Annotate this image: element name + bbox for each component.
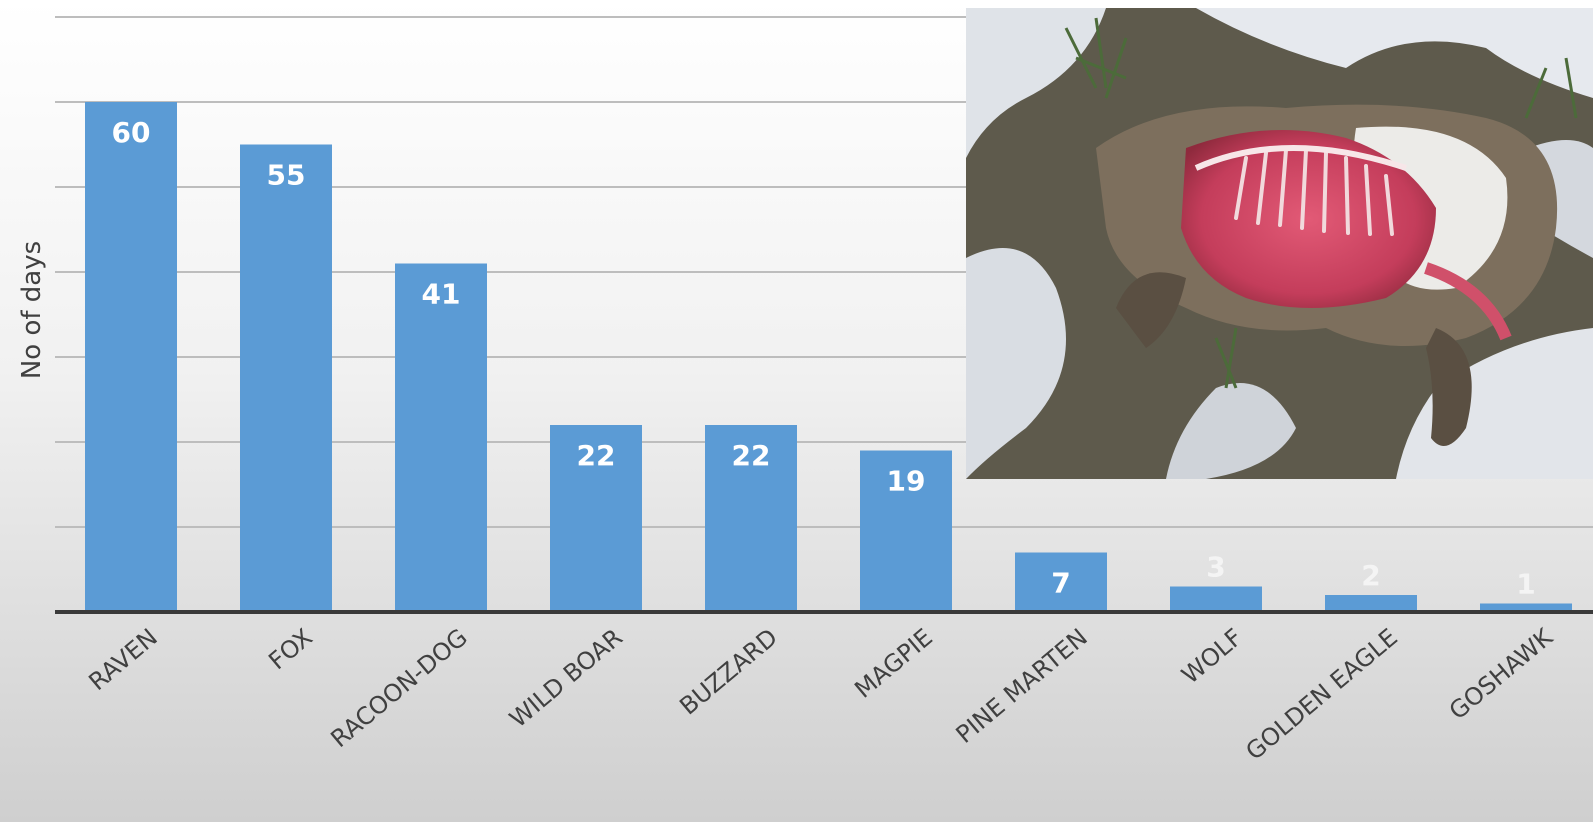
data-label: 2: [1361, 559, 1380, 592]
x-tick-label: MAGPIE: [849, 623, 937, 704]
bar-golden-eagle: [1325, 595, 1417, 612]
bar-buzzard: [705, 425, 797, 612]
data-label: 7: [1051, 567, 1070, 600]
y-axis-title: No of days: [17, 241, 47, 379]
bar-wolf: [1170, 586, 1262, 612]
bar-fox: [240, 144, 332, 612]
x-tick-label: BUZZARD: [674, 623, 782, 720]
carcass-photo: [966, 8, 1593, 479]
bar-pine-marten: [1015, 552, 1107, 612]
bar-raven: [85, 102, 177, 612]
data-label: 19: [887, 465, 926, 498]
bar-goshawk: [1480, 603, 1572, 612]
data-label: 55: [267, 159, 306, 192]
data-label: 22: [577, 439, 616, 472]
x-tick-labels: RAVEN FOX RACOON-DOG WILD BOAR BUZZARD MAGPIE…: [83, 622, 1558, 765]
x-tick-label: PINE MARTEN: [951, 623, 1093, 749]
x-tick-label: WOLF: [1176, 623, 1247, 689]
x-tick-label: WILD BOAR: [504, 623, 628, 733]
data-label: 3: [1206, 551, 1225, 584]
bar-racoon-dog: [395, 263, 487, 612]
data-label: 22: [732, 439, 771, 472]
data-labels: 60 55 41 22 22 19 7 3 2 1: [112, 116, 1536, 601]
x-tick-label: GOLDEN EAGLE: [1241, 623, 1403, 766]
x-tick-label: RACOON-DOG: [326, 623, 473, 753]
bar-wild-boar: [550, 425, 642, 612]
data-label: 41: [422, 278, 461, 311]
x-tick-label: GOSHAWK: [1444, 622, 1559, 725]
x-tick-label: FOX: [263, 623, 317, 675]
carcass-photo-drawing: [966, 8, 1593, 479]
bar-magpie: [860, 450, 952, 612]
x-tick-label: RAVEN: [83, 623, 162, 696]
data-label: 1: [1516, 568, 1535, 601]
bars: [85, 102, 1572, 612]
data-label: 60: [112, 116, 151, 149]
